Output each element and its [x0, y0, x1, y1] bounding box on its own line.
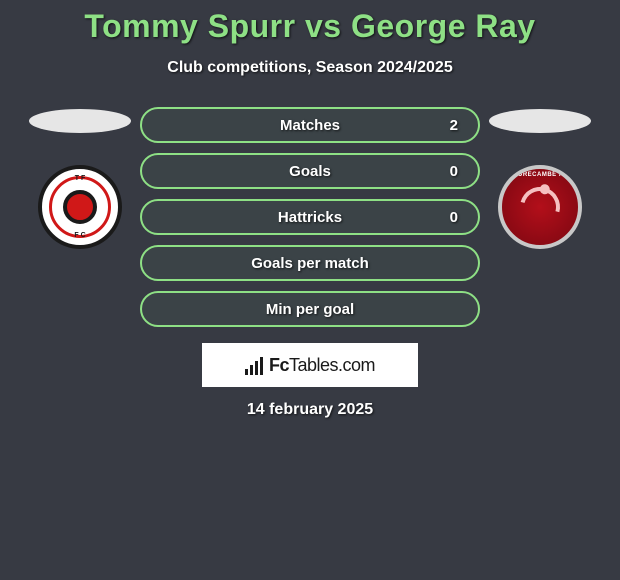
right-club-badge: MORECAMBE FC	[498, 165, 582, 249]
page-title: Tommy Spurr vs George Ray	[0, 8, 620, 45]
brand-link[interactable]: FcTables.com	[202, 343, 418, 387]
badge-text-bottom: F C	[42, 232, 118, 239]
stat-label: Min per goal	[142, 301, 478, 318]
subtitle: Club competitions, Season 2024/2025	[0, 59, 620, 77]
left-platform-ellipse	[29, 109, 131, 133]
comparison-card: Tommy Spurr vs George Ray Club competiti…	[0, 0, 620, 419]
brand-text: FcTables.com	[269, 355, 375, 376]
stat-row: Hattricks 0	[140, 199, 480, 235]
main-row: T F F C Matches 2 Goals 0 Hattricks 0	[0, 107, 620, 327]
right-platform-ellipse	[489, 109, 591, 133]
stat-row: Matches 2	[140, 107, 480, 143]
badge-text-top: T F	[42, 175, 118, 182]
badge-ball-icon	[63, 190, 97, 224]
badge-arc-text: MORECAMBE FC	[502, 172, 578, 178]
stat-label: Hattricks	[142, 209, 478, 226]
left-club-badge: T F F C	[38, 165, 122, 249]
stats-list: Matches 2 Goals 0 Hattricks 0 Goals per …	[140, 107, 480, 327]
stat-row: Goals per match	[140, 245, 480, 281]
right-column: MORECAMBE FC	[480, 107, 600, 249]
stat-row: Goals 0	[140, 153, 480, 189]
stat-row: Min per goal	[140, 291, 480, 327]
stat-label: Goals per match	[142, 255, 478, 272]
stat-label: Matches	[142, 117, 478, 134]
stat-label: Goals	[142, 163, 478, 180]
bar-chart-icon	[245, 355, 265, 375]
shrimp-icon	[513, 180, 568, 235]
date-label: 14 february 2025	[0, 401, 620, 419]
left-column: T F F C	[20, 107, 140, 249]
